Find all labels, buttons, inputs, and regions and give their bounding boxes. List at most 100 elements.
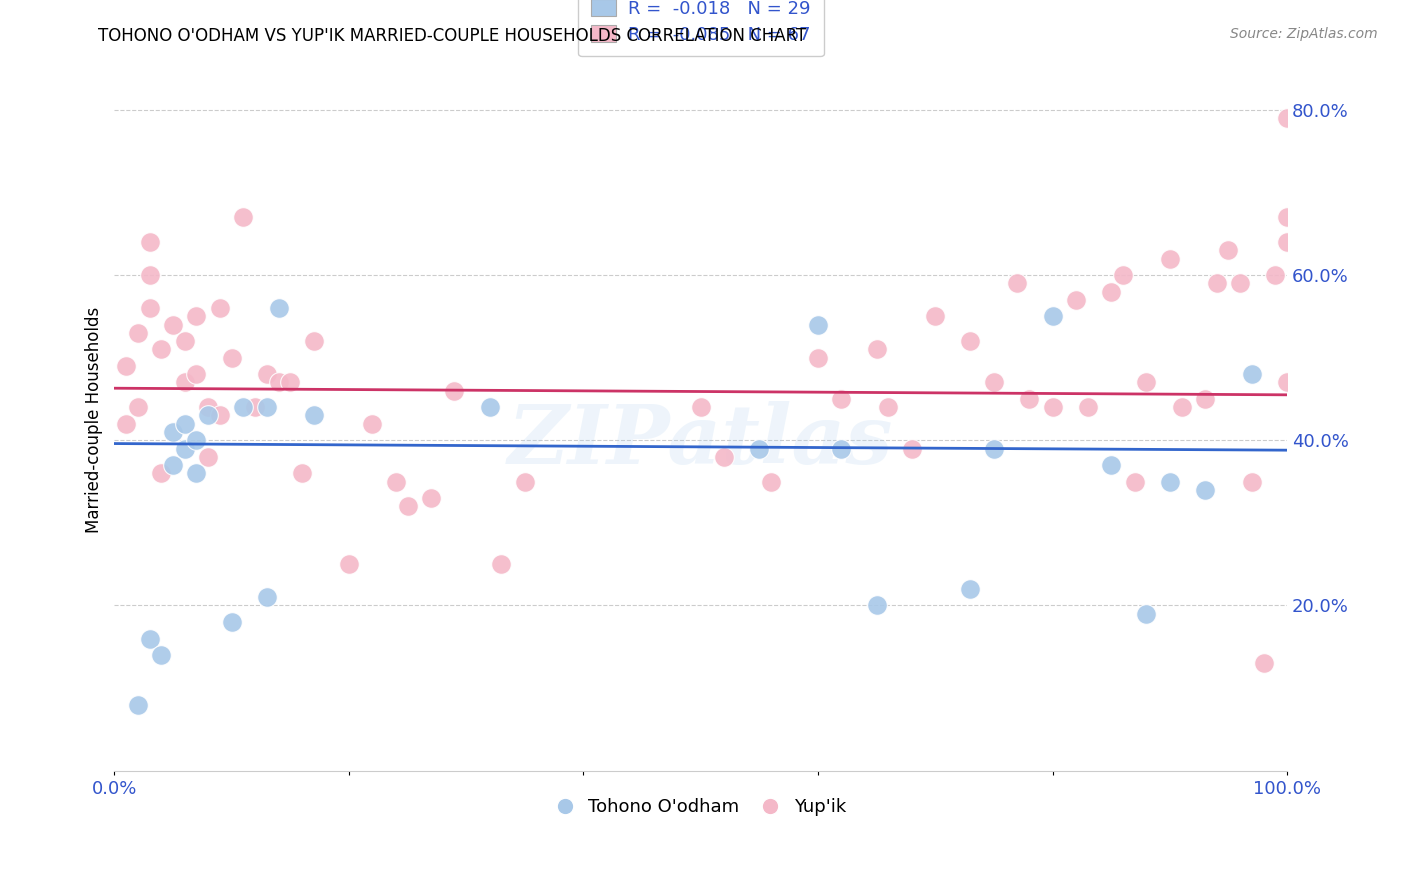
Point [1099, 458, 1122, 472]
Y-axis label: Married-couple Households: Married-couple Households [86, 307, 103, 533]
Point [302, 334, 325, 348]
Point [830, 392, 852, 406]
Point [1194, 392, 1216, 406]
Point [115, 417, 138, 431]
Point [420, 491, 443, 505]
Point [1042, 401, 1064, 415]
Point [256, 401, 278, 415]
Point [221, 615, 243, 629]
Point [197, 409, 219, 423]
Point [186, 310, 208, 324]
Point [186, 367, 208, 381]
Point [127, 698, 149, 712]
Point [513, 475, 536, 489]
Point [1099, 285, 1122, 299]
Point [197, 401, 219, 415]
Point [1135, 376, 1157, 390]
Point [173, 334, 195, 348]
Point [256, 591, 278, 605]
Point [162, 458, 184, 472]
Point [127, 401, 149, 415]
Point [1135, 607, 1157, 621]
Point [150, 467, 173, 481]
Point [396, 500, 419, 514]
Point [302, 409, 325, 423]
Point [208, 409, 231, 423]
Point [150, 648, 173, 662]
Point [291, 467, 314, 481]
Point [173, 442, 195, 456]
Point [232, 401, 254, 415]
Point [232, 211, 254, 225]
Text: ZIPatlas: ZIPatlas [508, 401, 893, 481]
Point [208, 301, 231, 315]
Point [186, 434, 208, 448]
Point [924, 310, 946, 324]
Point [713, 450, 735, 464]
Point [138, 301, 160, 315]
Point [1194, 483, 1216, 497]
Point [866, 343, 889, 357]
Point [267, 376, 290, 390]
Point [1170, 401, 1192, 415]
Point [256, 367, 278, 381]
Point [1159, 475, 1181, 489]
Point [1112, 268, 1135, 282]
Point [1275, 235, 1298, 249]
Point [1123, 475, 1146, 489]
Point [689, 401, 711, 415]
Point [162, 318, 184, 332]
Point [866, 599, 889, 613]
Point [491, 557, 513, 571]
Text: Source: ZipAtlas.com: Source: ZipAtlas.com [1230, 27, 1378, 41]
Point [361, 417, 384, 431]
Legend: Tohono O'odham, Yup'ik: Tohono O'odham, Yup'ik [547, 789, 855, 825]
Point [173, 376, 195, 390]
Point [1018, 392, 1040, 406]
Point [748, 442, 770, 456]
Point [150, 343, 173, 357]
Point [138, 235, 160, 249]
Point [1253, 657, 1275, 671]
Point [173, 417, 195, 431]
Point [478, 401, 501, 415]
Point [1240, 475, 1263, 489]
Point [830, 442, 852, 456]
Point [278, 376, 301, 390]
Point [1064, 293, 1087, 307]
Point [1218, 244, 1240, 258]
Point [385, 475, 408, 489]
Point [901, 442, 924, 456]
Point [1205, 277, 1227, 291]
Point [243, 401, 266, 415]
Point [267, 301, 290, 315]
Point [115, 359, 138, 373]
Point [221, 351, 243, 365]
Point [1240, 367, 1263, 381]
Point [807, 351, 830, 365]
Text: TOHONO O'ODHAM VS YUP'IK MARRIED-COUPLE HOUSEHOLDS CORRELATION CHART: TOHONO O'ODHAM VS YUP'IK MARRIED-COUPLE … [98, 27, 807, 45]
Point [959, 334, 981, 348]
Point [1264, 268, 1286, 282]
Point [443, 384, 465, 398]
Point [983, 442, 1005, 456]
Point [1077, 401, 1099, 415]
Point [1275, 376, 1298, 390]
Point [959, 582, 981, 596]
Point [197, 450, 219, 464]
Point [1042, 310, 1064, 324]
Point [162, 425, 184, 439]
Point [877, 401, 900, 415]
Point [1275, 211, 1298, 225]
Point [138, 632, 160, 646]
Point [807, 318, 830, 332]
Point [1275, 111, 1298, 125]
Point [759, 475, 782, 489]
Point [1229, 277, 1251, 291]
Point [127, 326, 149, 340]
Point [337, 557, 360, 571]
Point [1007, 277, 1029, 291]
Point [983, 376, 1005, 390]
Point [138, 268, 160, 282]
Point [186, 467, 208, 481]
